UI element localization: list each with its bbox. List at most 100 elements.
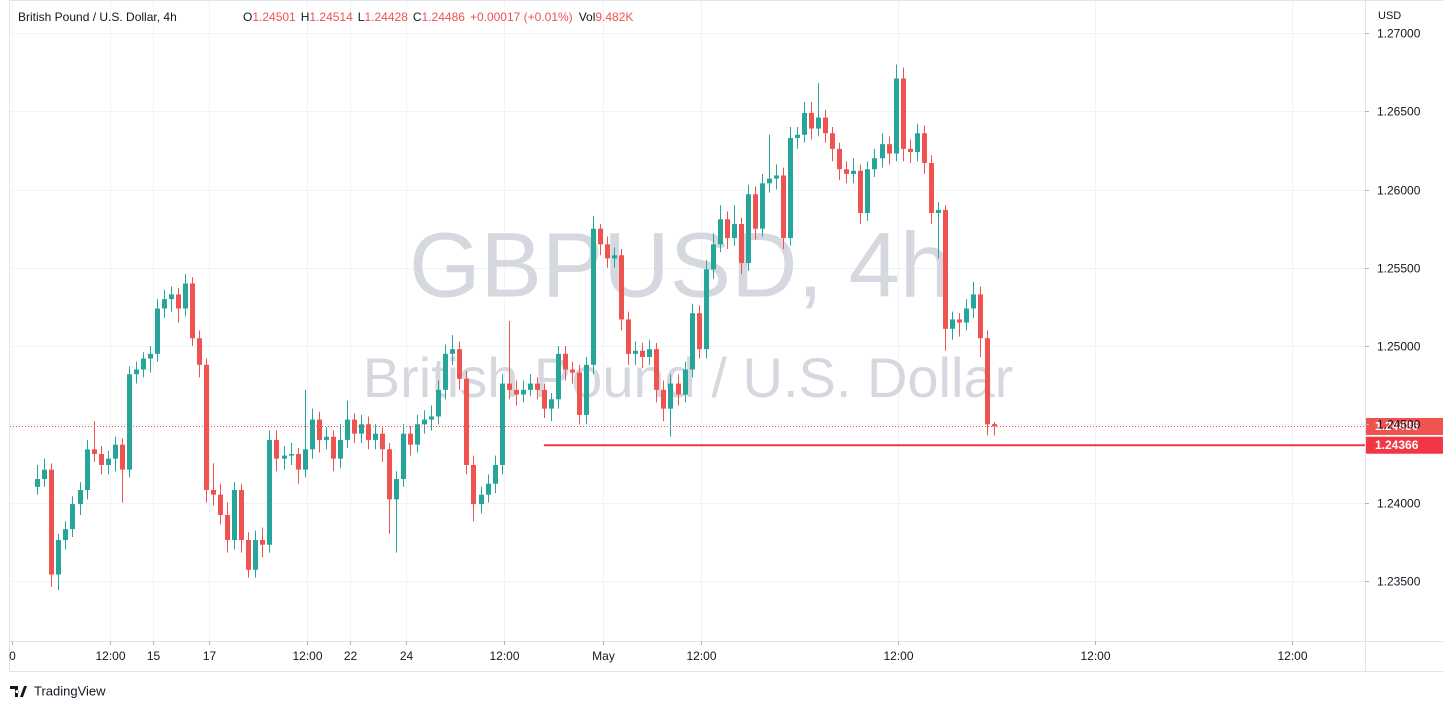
grid xyxy=(10,1,1365,641)
candle-body xyxy=(176,294,181,309)
candle-body xyxy=(950,319,955,329)
candle-body xyxy=(929,162,934,214)
candle-body xyxy=(690,313,695,370)
candle-body xyxy=(422,419,427,425)
candle-body xyxy=(528,383,533,390)
candle-body xyxy=(106,458,111,465)
branding-text: TradingView xyxy=(34,683,106,698)
y-tick-label: 1.26500 xyxy=(1377,105,1421,119)
watermark-symbol: GBPUSD, 4h xyxy=(409,214,951,316)
volume-value: 9.482K xyxy=(595,10,633,24)
candle-body xyxy=(99,454,104,465)
x-tick-label: 12:00 xyxy=(95,649,125,663)
candle-body xyxy=(887,144,892,154)
candle-body xyxy=(120,444,125,470)
candle-body xyxy=(823,117,828,134)
candle-body xyxy=(816,117,821,129)
candle-body xyxy=(844,169,849,174)
candle-body xyxy=(521,389,526,395)
candle-body xyxy=(493,464,498,484)
candle-body xyxy=(809,112,814,129)
x-tick-label: 24 xyxy=(400,649,414,663)
plot xyxy=(35,64,997,591)
candle-body xyxy=(830,133,835,149)
candle-body xyxy=(92,449,97,455)
x-tick-label: 15 xyxy=(147,649,161,663)
candle-body xyxy=(63,529,68,541)
candle-body xyxy=(42,469,47,480)
candle-body xyxy=(429,416,434,420)
candle-body xyxy=(253,540,258,570)
candle-body xyxy=(324,436,329,440)
candle-body xyxy=(49,469,54,575)
watermark: GBPUSD, 4h British Pound / U.S. Dollar xyxy=(363,214,1013,409)
logo xyxy=(10,686,27,697)
candle-body xyxy=(514,389,519,395)
candle-body xyxy=(957,319,962,323)
candle-body xyxy=(359,424,364,434)
candle-body xyxy=(232,489,237,541)
candle-body xyxy=(148,353,153,359)
candle-body xyxy=(880,144,885,159)
candle-body xyxy=(668,383,673,409)
candle-body xyxy=(471,464,476,505)
candle-body xyxy=(964,308,969,323)
y-tick-label: 1.25500 xyxy=(1377,262,1421,276)
candle-body xyxy=(486,483,491,495)
candle-body xyxy=(134,369,139,375)
candle-body xyxy=(401,433,406,480)
candle-body xyxy=(992,424,997,427)
candle-body xyxy=(584,364,589,415)
candle-body xyxy=(443,353,448,390)
candle-body xyxy=(183,283,188,309)
candle-body xyxy=(190,283,195,339)
volume-label: Vol xyxy=(579,10,596,24)
candle-body xyxy=(788,137,793,239)
candle-body xyxy=(535,383,540,390)
candle-body xyxy=(858,170,863,214)
candle-body xyxy=(683,369,688,395)
candle-body xyxy=(922,133,927,163)
header-value: 1.24501 xyxy=(252,10,296,24)
header-value: 1.24428 xyxy=(364,10,408,24)
candle-body xyxy=(640,350,645,357)
candle-body xyxy=(373,433,378,440)
candle-body xyxy=(162,299,167,309)
candle-body xyxy=(612,255,617,259)
y-tick-label: 1.24500 xyxy=(1377,418,1421,432)
candle-body xyxy=(338,439,343,459)
candle-body xyxy=(415,424,420,445)
y-tick-label: 1.27000 xyxy=(1377,27,1421,41)
candle-body xyxy=(697,313,702,350)
candle-body xyxy=(872,158,877,170)
candle-body xyxy=(464,378,469,465)
candle-body xyxy=(725,219,730,239)
candle-body xyxy=(345,419,350,440)
last-price-box xyxy=(1366,417,1443,435)
header-label: C xyxy=(413,10,422,24)
candle-body xyxy=(218,494,223,516)
currency-label: USD xyxy=(1378,10,1401,22)
candle-body xyxy=(211,489,216,495)
candle-body xyxy=(626,319,631,354)
header-value: 1.24486 xyxy=(422,10,466,24)
candle-body xyxy=(943,209,948,329)
candle-body xyxy=(577,372,582,415)
candle-body xyxy=(718,219,723,245)
candle-body xyxy=(155,308,160,354)
candle-body xyxy=(865,169,870,214)
candle-body xyxy=(605,244,610,259)
candle-body xyxy=(35,479,40,487)
candle-body xyxy=(169,294,174,300)
x-tick-label: 12:00 xyxy=(292,649,322,663)
candle-body xyxy=(570,369,575,373)
candle-body xyxy=(113,444,118,459)
candle-body xyxy=(331,436,336,459)
candle-body xyxy=(915,133,920,153)
header-value: 1.24514 xyxy=(309,10,353,24)
candle-body xyxy=(303,449,308,470)
candle-body xyxy=(985,338,990,425)
last-price-label: 1.24486 xyxy=(1375,419,1419,433)
candle-body xyxy=(676,383,681,395)
